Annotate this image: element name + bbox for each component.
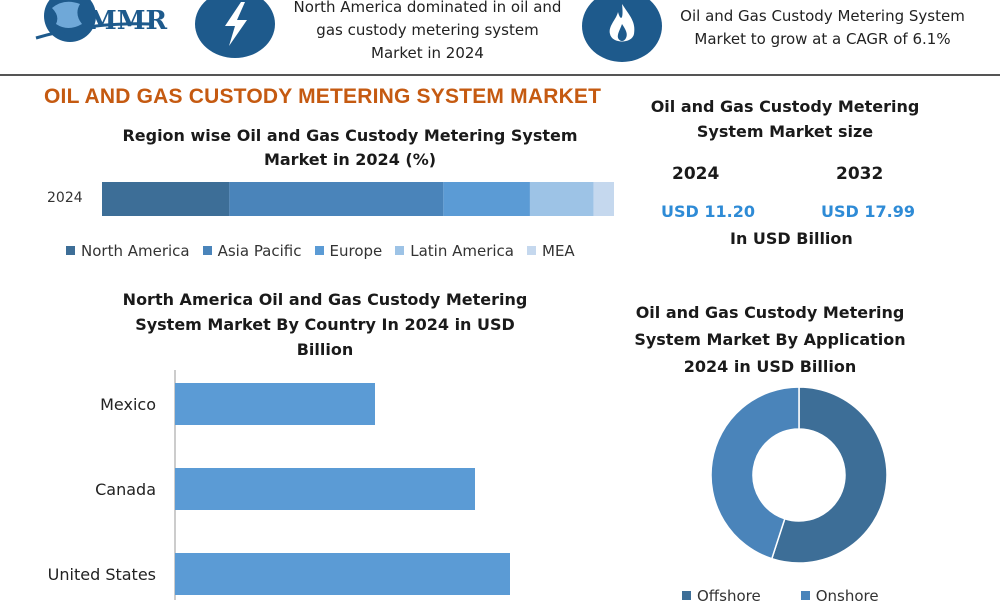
region-legend: North America Asia Pacific Europe Latin Ame… bbox=[66, 240, 626, 260]
market-value-2024: USD 11.20 bbox=[661, 202, 755, 221]
donut-slice-onshore bbox=[710, 386, 800, 560]
region-segment-asia-pacific bbox=[229, 182, 444, 216]
region-year-label: 2024 bbox=[47, 190, 83, 206]
legend-label: MEA bbox=[542, 241, 575, 260]
country-bar-mexico bbox=[175, 383, 375, 425]
legend-item-europe: Europe bbox=[314, 241, 383, 260]
legend-label: Offshore bbox=[697, 586, 761, 605]
country-label-united-states: United States bbox=[48, 565, 156, 584]
dominant-line-3: Market in 2024 bbox=[371, 44, 484, 62]
legend-label: Onshore bbox=[815, 586, 879, 605]
legend-item-north-america: North America bbox=[66, 242, 190, 260]
region-title-line-2: Market in 2024 (%) bbox=[263, 150, 437, 169]
market-size-line-1: Oil and Gas Custody Metering bbox=[650, 97, 920, 116]
market-size-title: Oil and Gas Custody Metering System Mark… bbox=[630, 94, 940, 144]
dominant-region-text: North America dominated in oil and gas c… bbox=[285, 0, 570, 65]
market-size-line-2: System Market size bbox=[696, 122, 874, 141]
main-title: OIL AND GAS CUSTODY METERING SYSTEM MARK… bbox=[44, 85, 602, 108]
legend-swatch bbox=[682, 591, 691, 600]
lightning-bolt-icon bbox=[195, 0, 275, 58]
cagr-text: Oil and Gas Custody Metering System Mark… bbox=[670, 5, 975, 51]
legend-swatch bbox=[800, 591, 810, 600]
region-segment-mea bbox=[593, 182, 614, 216]
legend-swatch bbox=[202, 246, 212, 255]
legend-label: Asia Pacific bbox=[217, 241, 302, 260]
legend-swatch bbox=[527, 246, 536, 255]
country-title-line-3: Billion bbox=[296, 340, 354, 359]
market-year-2032: 2032 bbox=[836, 164, 884, 184]
country-chart-title: North America Oil and Gas Custody Meteri… bbox=[90, 287, 560, 362]
dominant-line-1: North America dominated in oil and bbox=[293, 0, 562, 16]
header-divider bbox=[0, 74, 1000, 76]
application-donut-chart bbox=[710, 386, 888, 564]
region-title-line-1: Region wise Oil and Gas Custody Metering… bbox=[122, 126, 578, 145]
country-label-canada: Canada bbox=[95, 480, 156, 499]
market-value-2032: USD 17.99 bbox=[821, 202, 915, 221]
flame-icon bbox=[582, 0, 662, 62]
market-unit: In USD Billion bbox=[730, 229, 853, 248]
region-segment-latin-america bbox=[529, 182, 594, 216]
legend-label: Latin America bbox=[410, 241, 514, 260]
region-chart-title: Region wise Oil and Gas Custody Metering… bbox=[100, 124, 600, 172]
application-title-line-2: System Market By Application bbox=[634, 330, 906, 349]
legend-label: Europe bbox=[329, 241, 383, 260]
logo-text: MMR bbox=[88, 6, 168, 36]
legend-item-onshore: Onshore bbox=[800, 586, 879, 605]
application-title-line-1: Oil and Gas Custody Metering bbox=[635, 303, 905, 322]
legend-item-latin-america: Latin America bbox=[395, 242, 514, 260]
region-segment-europe bbox=[443, 182, 530, 216]
market-year-2024: 2024 bbox=[672, 164, 720, 184]
region-segment-north-america bbox=[102, 182, 230, 216]
dominant-line-2: gas custody metering system bbox=[316, 21, 539, 39]
country-bar-chart: Mexico Canada United States bbox=[48, 370, 510, 600]
cagr-line-1: Oil and Gas Custody Metering System bbox=[680, 7, 965, 25]
country-bar-canada bbox=[175, 468, 475, 510]
legend-swatch bbox=[66, 246, 75, 255]
application-chart-title: Oil and Gas Custody Metering System Mark… bbox=[620, 299, 920, 380]
country-title-line-2: System Market By Country In 2024 in USD bbox=[135, 315, 515, 334]
country-bar-united-states bbox=[175, 553, 510, 595]
country-label-mexico: Mexico bbox=[100, 395, 156, 414]
country-title-line-1: North America Oil and Gas Custody Meteri… bbox=[122, 290, 528, 309]
mmr-logo: MMR bbox=[30, 0, 190, 48]
legend-item-mea: MEA bbox=[527, 242, 575, 260]
legend-swatch bbox=[314, 246, 324, 255]
application-legend: Offshore Onshore bbox=[682, 585, 919, 605]
application-title-line-3: 2024 in USD Billion bbox=[683, 357, 857, 376]
donut-slice-offshore bbox=[770, 386, 888, 564]
legend-swatch bbox=[395, 246, 405, 255]
cagr-line-2: Market to grow at a CAGR of 6.1% bbox=[694, 30, 951, 48]
legend-item-asia-pacific: Asia Pacific bbox=[202, 241, 302, 260]
legend-item-offshore: Offshore bbox=[682, 587, 761, 605]
region-stacked-bar bbox=[102, 182, 614, 216]
legend-label: North America bbox=[81, 241, 190, 260]
